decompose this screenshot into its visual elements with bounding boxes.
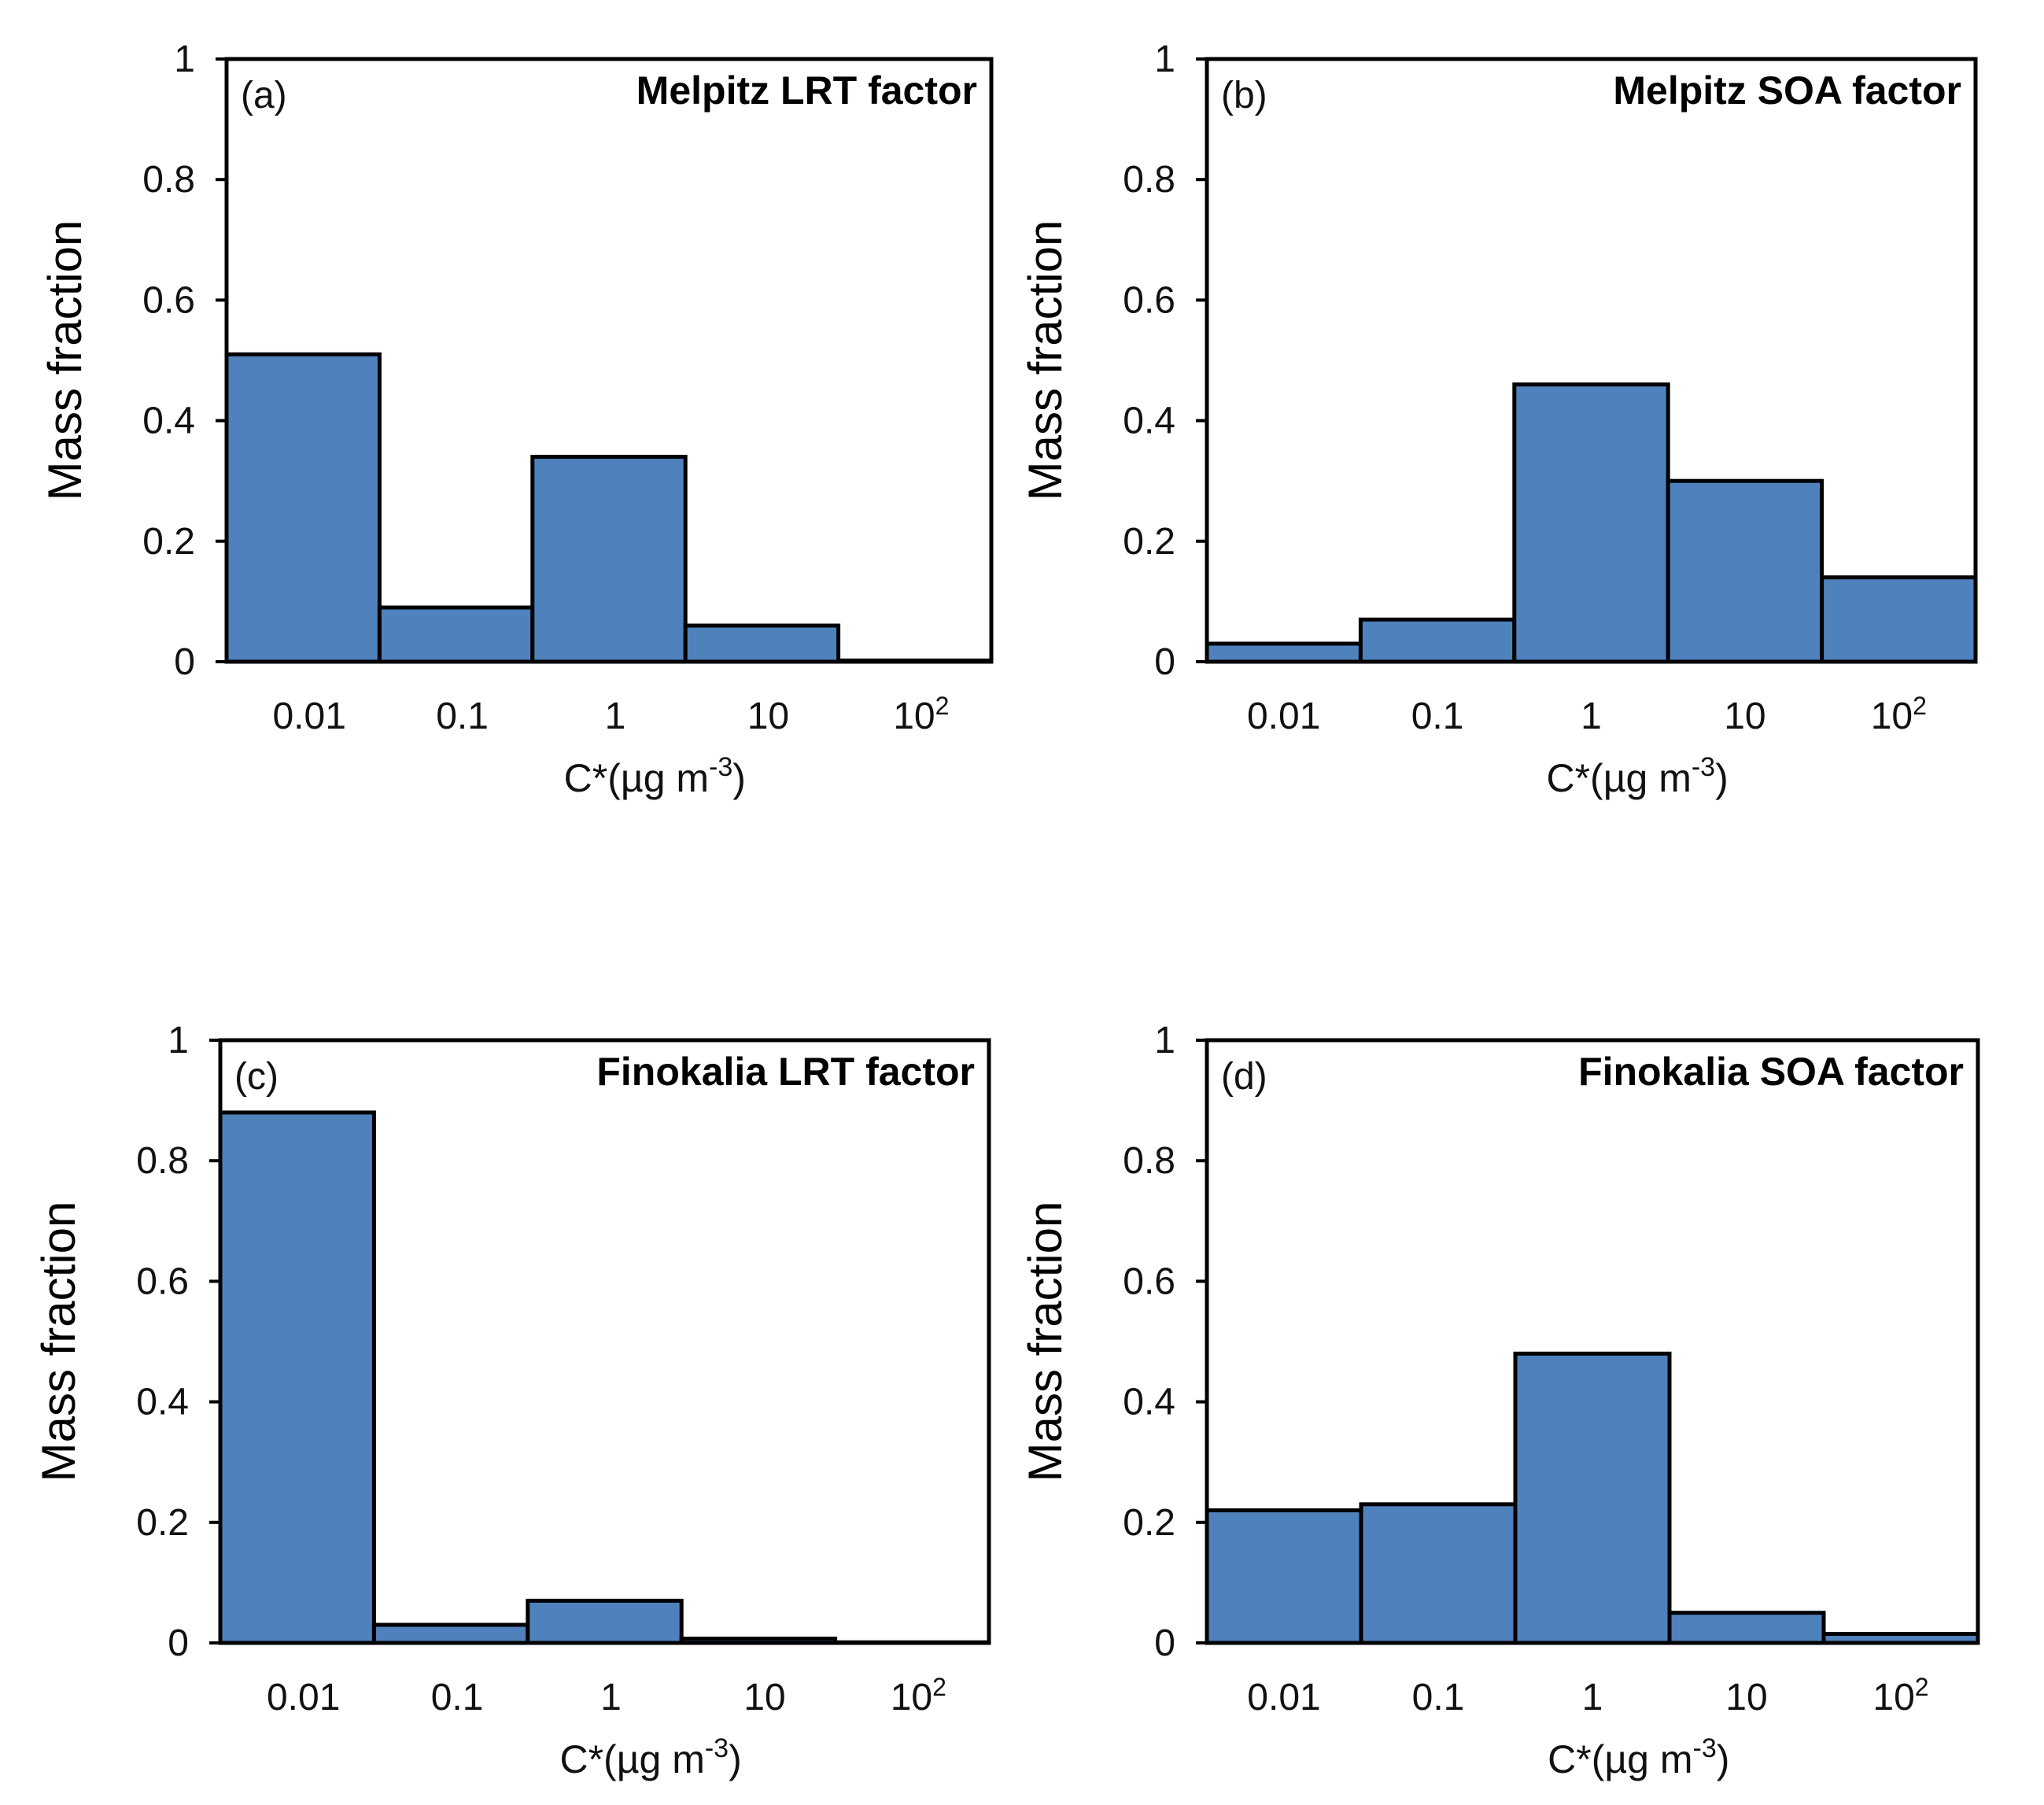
bar [1512,382,1670,664]
bar [1513,1351,1672,1645]
y-tick-label: 0 [1154,1622,1175,1664]
x-tick-label: 0.1 [436,696,489,737]
bar [679,1637,838,1645]
y-tick-label: 1 [1154,39,1175,80]
bar [526,1598,684,1645]
x-tick-label: 10 [743,1677,785,1718]
x-tick-label: 10 [1724,696,1765,737]
panel-label: (a) [241,75,287,116]
x-tick-label: 102 [1872,1673,1928,1718]
x-tick-label: 10 [747,696,789,737]
y-tick-label: 0.6 [142,279,195,321]
bar [1358,617,1517,664]
y-tick-label: 0.4 [136,1382,189,1423]
y-tick-label: 0.4 [142,400,195,442]
bar [218,1110,376,1645]
panel-title: Finokalia SOA factor [1578,1050,1964,1094]
bar [1205,641,1363,664]
x-axis-label: C*(µg m-3) [1546,752,1728,800]
bar [683,623,841,664]
bar [1666,478,1824,664]
y-tick-label: 0.4 [1123,400,1175,442]
panel-title: Melpitz SOA factor [1613,68,1961,113]
y-tick-label: 0 [168,1622,189,1664]
y-tick-label: 0.2 [136,1502,189,1544]
bar [530,455,688,664]
y-tick-label: 0 [1154,641,1175,683]
bar [1359,1502,1518,1645]
x-tick-label: 0.01 [1247,1677,1320,1718]
x-tick-label: 1 [1582,1677,1603,1718]
y-tick-label: 0 [174,641,195,683]
panel-title: Melpitz LRT factor [636,68,977,113]
y-axis-label: Mass fraction [1019,1201,1072,1482]
x-tick-label: 0.01 [272,696,345,737]
bar [224,352,382,664]
y-tick-label: 0.2 [1123,1502,1175,1544]
y-tick-label: 0.8 [136,1140,189,1182]
y-tick-label: 0.2 [1123,521,1175,563]
y-tick-label: 0.8 [1123,159,1175,201]
panel-label: (d) [1221,1056,1267,1098]
y-axis-label: Mass fraction [39,220,91,501]
y-tick-label: 0.2 [142,521,195,563]
y-tick-label: 1 [174,39,195,80]
y-axis-label: Mass fraction [32,1201,85,1482]
x-tick-label: 0.1 [1412,1677,1465,1718]
bar [836,658,994,664]
panel-d: 0.01 0.1 1 10 102 0 0.2 0.4 0.6 0.8 1 C*(µg m-3) Mas… [1019,1020,1980,1781]
x-tick-label: 102 [891,1673,946,1718]
bar [1820,575,1978,664]
bar [1205,1508,1363,1645]
panel-title: Finokalia LRT factor [596,1050,975,1094]
y-tick-label: 0.6 [1123,279,1175,321]
x-tick-label: 102 [893,692,949,737]
x-tick-label: 1 [605,696,626,737]
y-tick-label: 0.8 [1123,1140,1175,1182]
y-tick-label: 0.6 [1123,1261,1175,1302]
panel-label: (b) [1221,75,1267,116]
panel-c: 0.01 0.1 1 10 102 0 0.2 0.4 0.6 0.8 1 C*(µg m-3) Mas… [32,1020,991,1781]
x-axis-label: C*(µg m-3) [1548,1733,1729,1781]
y-tick-label: 0.8 [142,159,195,201]
x-tick-label: 0.1 [431,1677,484,1718]
x-tick-label: 0.01 [267,1677,340,1718]
x-tick-label: 102 [1871,692,1927,737]
y-tick-label: 0.6 [136,1261,189,1302]
bar [377,605,535,664]
y-axis-label: Mass fraction [1019,220,1072,501]
x-tick-label: 10 [1725,1677,1767,1718]
y-tick-label: 0.4 [1123,1382,1175,1423]
bar [833,1640,991,1645]
x-tick-label: 1 [600,1677,622,1718]
bar [371,1622,530,1645]
panel-b: 0.01 0.1 1 10 102 0 0.2 0.4 0.6 0.8 1 C*(µg m-3) Mas… [1019,39,1978,800]
y-tick-label: 1 [1154,1020,1175,1061]
x-axis-label: C*(µg m-3) [564,752,746,800]
x-tick-label: 1 [1581,696,1602,737]
bar [1821,1632,1980,1645]
x-axis-label: C*(µg m-3) [559,1733,741,1781]
panel-label: (c) [234,1056,279,1098]
x-tick-label: 0.1 [1411,696,1464,737]
x-tick-label: 0.01 [1247,696,1320,737]
y-tick-label: 1 [168,1020,189,1061]
bar [1667,1611,1826,1645]
panel-a: 0.01 0.1 1 10 102 0 0.2 0.4 0.6 0.8 1 C*(µg m-3) Mas… [39,39,994,800]
